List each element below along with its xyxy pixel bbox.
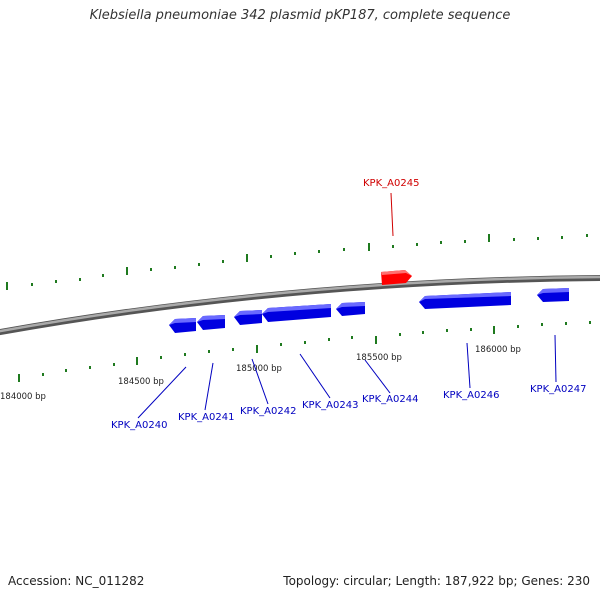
sequence-backbone <box>0 275 600 336</box>
gene-label-kpk-a0247[interactable]: KPK_A0247 <box>530 384 586 395</box>
gene-label-kpk-a0240[interactable]: KPK_A0240 <box>111 420 167 431</box>
gene-arrow-kpk-a0242[interactable] <box>234 310 262 325</box>
position-label: 185000 bp <box>236 364 282 374</box>
leader-line <box>390 192 394 237</box>
topology-summary: Topology: circular; Length: 187,922 bp; … <box>283 574 590 588</box>
gene-arrow-kpk-a0241[interactable] <box>197 315 225 330</box>
gene-arrow-kpk-a0247[interactable] <box>537 288 569 302</box>
gene-arrow-kpk-a0246[interactable] <box>419 292 511 309</box>
gene-label-kpk-a0241[interactable]: KPK_A0241 <box>178 412 234 423</box>
position-label: 184500 bp <box>118 377 164 387</box>
gene-label-kpk-a0245[interactable]: KPK_A0245 <box>363 178 419 189</box>
accession-text: Accession: NC_011282 <box>8 574 145 588</box>
position-label: 184000 bp <box>0 392 46 402</box>
gene-label-kpk-a0246[interactable]: KPK_A0246 <box>443 390 499 401</box>
gene-arrow-kpk-a0243[interactable] <box>262 304 331 322</box>
map-title: Klebsiella pneumoniae 342 plasmid pKP187… <box>89 8 511 23</box>
position-label: 186000 bp <box>475 345 521 355</box>
lower-tick-row <box>18 321 591 382</box>
gene-arrow-kpk-a0240[interactable] <box>169 318 196 333</box>
gene-label-kpk-a0244[interactable]: KPK_A0244 <box>362 394 418 405</box>
gene-label-kpk-a0242[interactable]: KPK_A0242 <box>240 406 296 417</box>
gene-label-kpk-a0243[interactable]: KPK_A0243 <box>302 400 358 411</box>
gene-arrow-kpk-a0244[interactable] <box>336 302 365 316</box>
upper-tick-row <box>6 234 588 290</box>
position-label: 185500 bp <box>356 353 402 363</box>
gene-leader-lines <box>137 334 557 419</box>
gene-arrow-kpk-a0245[interactable] <box>381 270 412 285</box>
